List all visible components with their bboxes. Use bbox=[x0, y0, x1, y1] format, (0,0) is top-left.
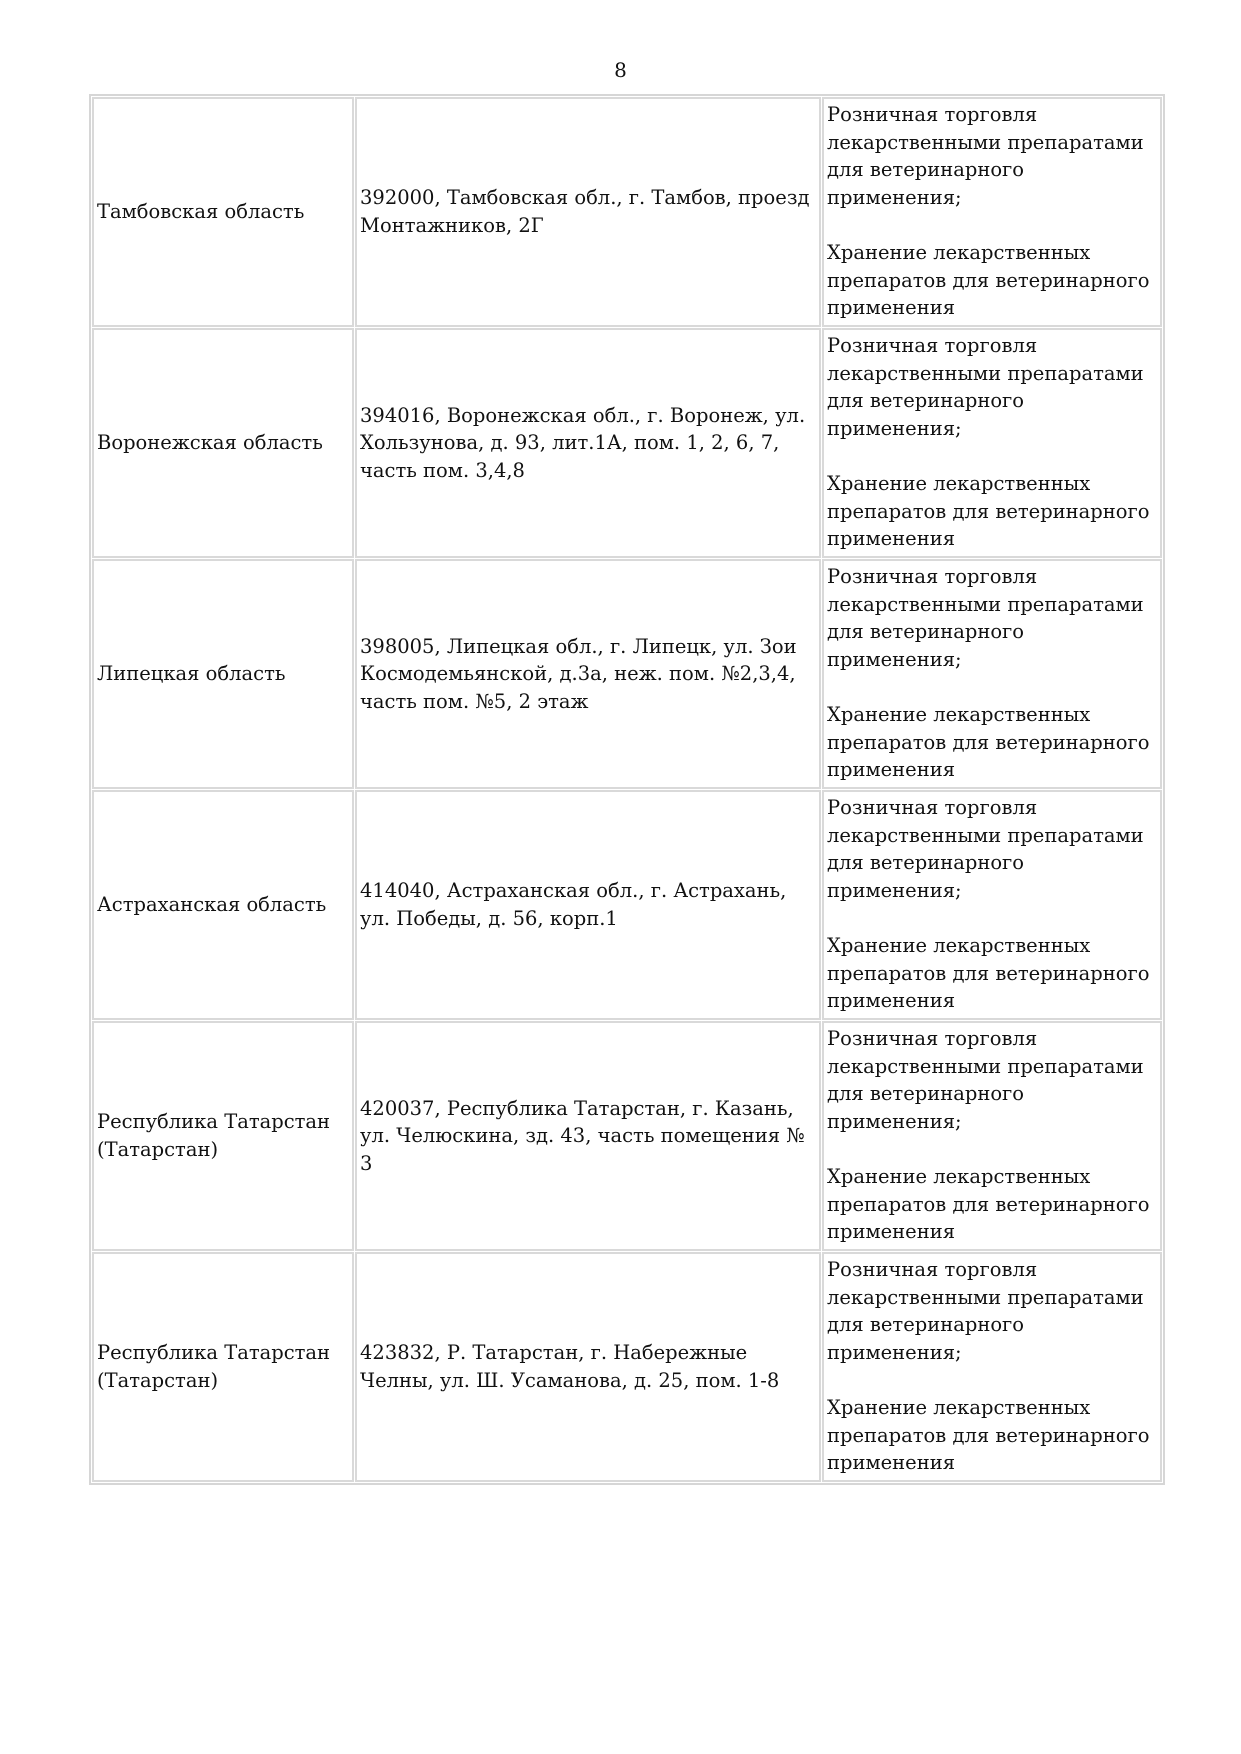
address-cell: 423832, Р. Татарстан, г. Набережные Челн… bbox=[355, 1252, 821, 1482]
address-cell: 420037, Республика Татарстан, г. Казань,… bbox=[355, 1021, 821, 1251]
activity-storage: Хранение лекарственных препаратов для ве… bbox=[827, 933, 1150, 1013]
region-cell: Республика Татарстан (Татарстан) bbox=[92, 1021, 354, 1251]
activity-retail: Розничная торговля лекарственными препар… bbox=[827, 565, 1144, 671]
activity-cell: Розничная торговля лекарственными препар… bbox=[822, 1252, 1162, 1482]
activity-storage: Хранение лекарственных препаратов для ве… bbox=[827, 702, 1150, 782]
activity-retail: Розничная торговля лекарственными препар… bbox=[827, 103, 1144, 209]
table-row: Астраханская область 414040, Астраханская… bbox=[92, 790, 1162, 1020]
activity-retail: Розничная торговля лекарственными препар… bbox=[827, 1027, 1144, 1133]
spacer bbox=[827, 904, 1157, 932]
activity-retail: Розничная торговля лекарственными препар… bbox=[827, 796, 1144, 902]
activity-storage: Хранение лекарственных препаратов для ве… bbox=[827, 240, 1150, 320]
address-cell: 398005, Липецкая обл., г. Липецк, ул. Зо… bbox=[355, 559, 821, 789]
locations-table: Тамбовская область 392000, Тамбовская обл… bbox=[89, 94, 1165, 1485]
address-cell: 414040, Астраханская обл., г. Астрахань,… bbox=[355, 790, 821, 1020]
region-cell: Республика Татарстан (Татарстан) bbox=[92, 1252, 354, 1482]
region-cell: Астраханская область bbox=[92, 790, 354, 1020]
address-cell: 394016, Воронежская обл., г. Воронеж, ул… bbox=[355, 328, 821, 558]
activity-cell: Розничная торговля лекарственными препар… bbox=[822, 328, 1162, 558]
spacer bbox=[827, 673, 1157, 701]
activity-retail: Розничная торговля лекарственными препар… bbox=[827, 1258, 1144, 1364]
activity-retail: Розничная торговля лекарственными препар… bbox=[827, 334, 1144, 440]
activity-storage: Хранение лекарственных препаратов для ве… bbox=[827, 1395, 1150, 1475]
activity-cell: Розничная торговля лекарственными препар… bbox=[822, 97, 1162, 327]
table-row: Тамбовская область 392000, Тамбовская обл… bbox=[92, 97, 1162, 327]
spacer bbox=[827, 211, 1157, 239]
region-cell: Тамбовская область bbox=[92, 97, 354, 327]
activity-storage: Хранение лекарственных препаратов для ве… bbox=[827, 1164, 1150, 1244]
table-row: Липецкая область 398005, Липецкая обл., г… bbox=[92, 559, 1162, 789]
table-row: Республика Татарстан (Татарстан) 420037, … bbox=[92, 1021, 1162, 1251]
table-row: Воронежская область 394016, Воронежская о… bbox=[92, 328, 1162, 558]
spacer bbox=[827, 1366, 1157, 1394]
activity-cell: Розничная торговля лекарственными препар… bbox=[822, 559, 1162, 789]
table-row: Республика Татарстан (Татарстан) 423832, … bbox=[92, 1252, 1162, 1482]
spacer bbox=[827, 1135, 1157, 1163]
region-cell: Липецкая область bbox=[92, 559, 354, 789]
activity-storage: Хранение лекарственных препаратов для ве… bbox=[827, 471, 1150, 551]
activity-cell: Розничная торговля лекарственными препар… bbox=[822, 790, 1162, 1020]
address-cell: 392000, Тамбовская обл., г. Тамбов, прое… bbox=[355, 97, 821, 327]
page-number: 8 bbox=[614, 58, 627, 82]
activity-cell: Розничная торговля лекарственными препар… bbox=[822, 1021, 1162, 1251]
spacer bbox=[827, 442, 1157, 470]
region-cell: Воронежская область bbox=[92, 328, 354, 558]
